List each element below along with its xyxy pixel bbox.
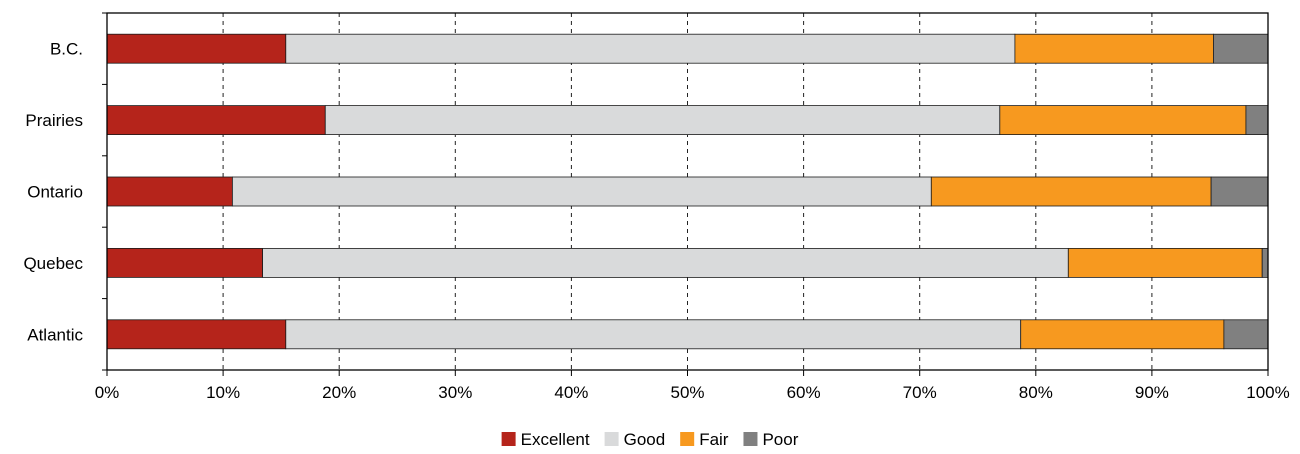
x-tick-label: 70% [903, 383, 937, 402]
legend-label: Poor [762, 430, 798, 449]
legend-label: Fair [699, 430, 729, 449]
bar-segment-poor [1223, 319, 1269, 350]
bar-segment-good [324, 105, 1001, 135]
bar-segment-excellent [106, 319, 287, 350]
legend-label: Excellent [521, 430, 590, 449]
bar-segment-fair [930, 176, 1212, 207]
bar-segment-fair [1067, 247, 1263, 278]
category-label: Prairies [25, 111, 83, 130]
bar-segment-good [285, 319, 1022, 350]
x-tick-label: 90% [1135, 383, 1169, 402]
bar-segment-excellent [106, 33, 287, 64]
legend-swatch-poor [743, 432, 758, 446]
bar-segment-excellent [106, 247, 263, 278]
x-tick-label: 0% [95, 383, 120, 402]
bar-segment-excellent [106, 105, 326, 135]
x-tick-label: 100% [1246, 383, 1289, 402]
x-tick-label: 30% [438, 383, 472, 402]
bar-segment-poor [1261, 247, 1269, 278]
category-label: B.C. [50, 40, 83, 59]
x-tick-label: 80% [1019, 383, 1053, 402]
legend-label: Good [624, 430, 666, 449]
legend-swatch-good [604, 432, 619, 446]
category-label: Ontario [27, 183, 83, 202]
legend-swatch-excellent [501, 432, 516, 446]
bar-segment-fair [1014, 33, 1214, 64]
x-tick-label: 20% [322, 383, 356, 402]
bar-segment-poor [1213, 33, 1269, 64]
bar-segment-fair [1020, 319, 1225, 350]
legend-swatch-fair [680, 432, 695, 446]
bar-segment-poor [1245, 105, 1269, 135]
category-label: Quebec [23, 254, 83, 273]
bar-segment-good [285, 33, 1016, 64]
bar-segment-fair [999, 105, 1247, 135]
bar-segment-good [262, 247, 1069, 278]
x-tick-label: 50% [670, 383, 704, 402]
category-label: Atlantic [27, 325, 83, 344]
x-tick-label: 10% [206, 383, 240, 402]
bar-segment-excellent [106, 176, 233, 207]
bar-segment-good [231, 176, 932, 207]
x-tick-label: 60% [787, 383, 821, 402]
bar-segment-poor [1210, 176, 1269, 207]
x-tick-label: 40% [554, 383, 588, 402]
